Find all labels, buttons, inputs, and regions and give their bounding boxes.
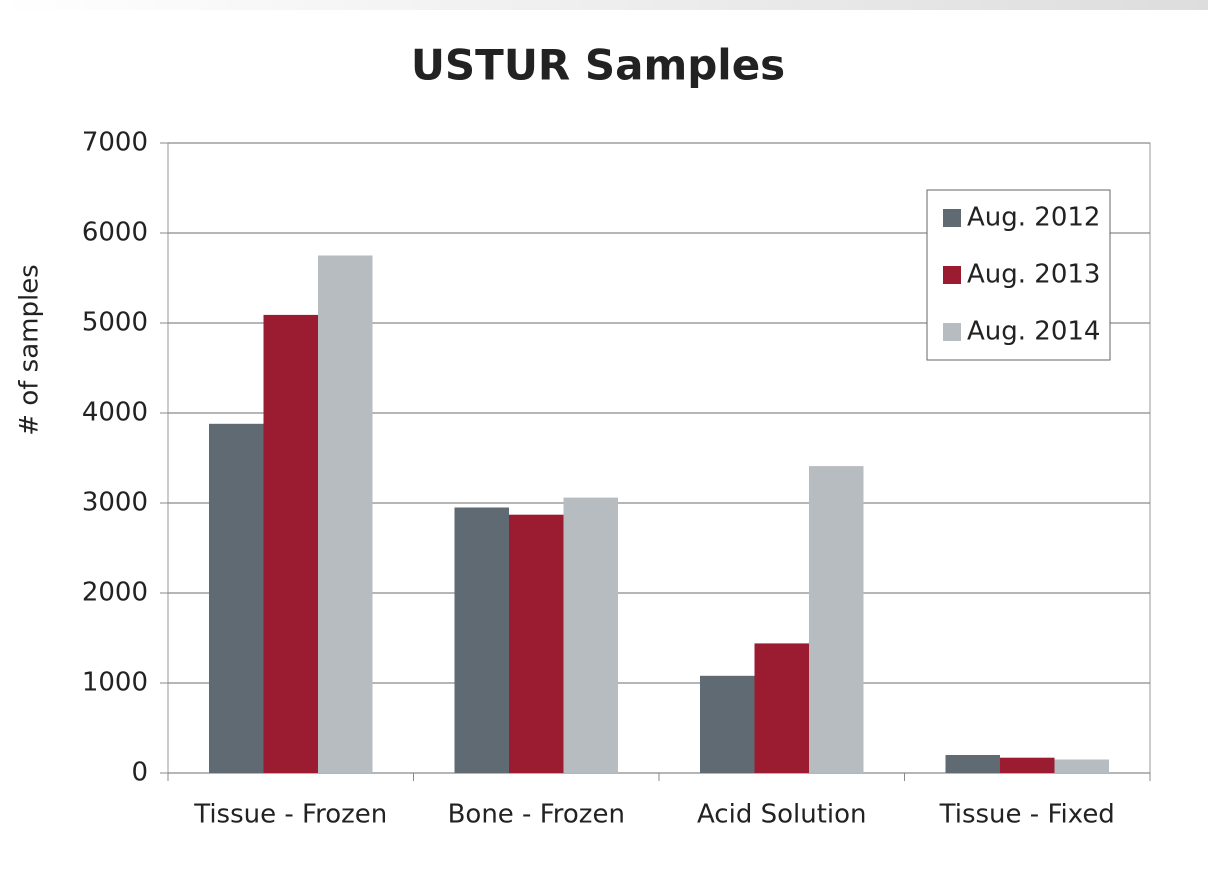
top-band [0,0,1208,10]
bar [700,675,755,773]
y-tick-label: 1000 [82,668,148,698]
legend-label: Aug. 2013 [967,260,1100,290]
y-tick-label: 2000 [82,578,148,608]
legend-swatch [943,323,961,341]
legend-label: Aug. 2012 [967,203,1100,233]
x-tick-label: Acid Solution [697,800,867,830]
bar [1054,759,1109,773]
bar [1000,757,1055,773]
y-axis-label: # of samples [15,264,45,435]
legend-swatch [943,266,961,284]
x-tick-label: Tissue - Fixed [939,800,1115,830]
legend-label: Aug. 2014 [967,317,1100,347]
bar [454,507,509,773]
bar [263,314,318,773]
legend-swatch [943,209,961,227]
chart-title: USTUR Samples [411,41,785,90]
bar [754,643,809,773]
bar [945,755,1000,773]
bar [563,497,618,773]
bar [509,514,564,773]
bar [209,423,264,773]
bar [809,466,864,773]
y-tick-label: 0 [131,758,148,788]
y-tick-label: 7000 [82,128,148,158]
y-tick-label: 4000 [82,398,148,428]
x-tick-label: Bone - Frozen [448,800,625,830]
x-tick-label: Tissue - Frozen [193,800,387,830]
bar [318,255,373,773]
y-tick-label: 5000 [82,308,148,338]
y-tick-label: 3000 [82,488,148,518]
y-tick-label: 6000 [82,218,148,248]
